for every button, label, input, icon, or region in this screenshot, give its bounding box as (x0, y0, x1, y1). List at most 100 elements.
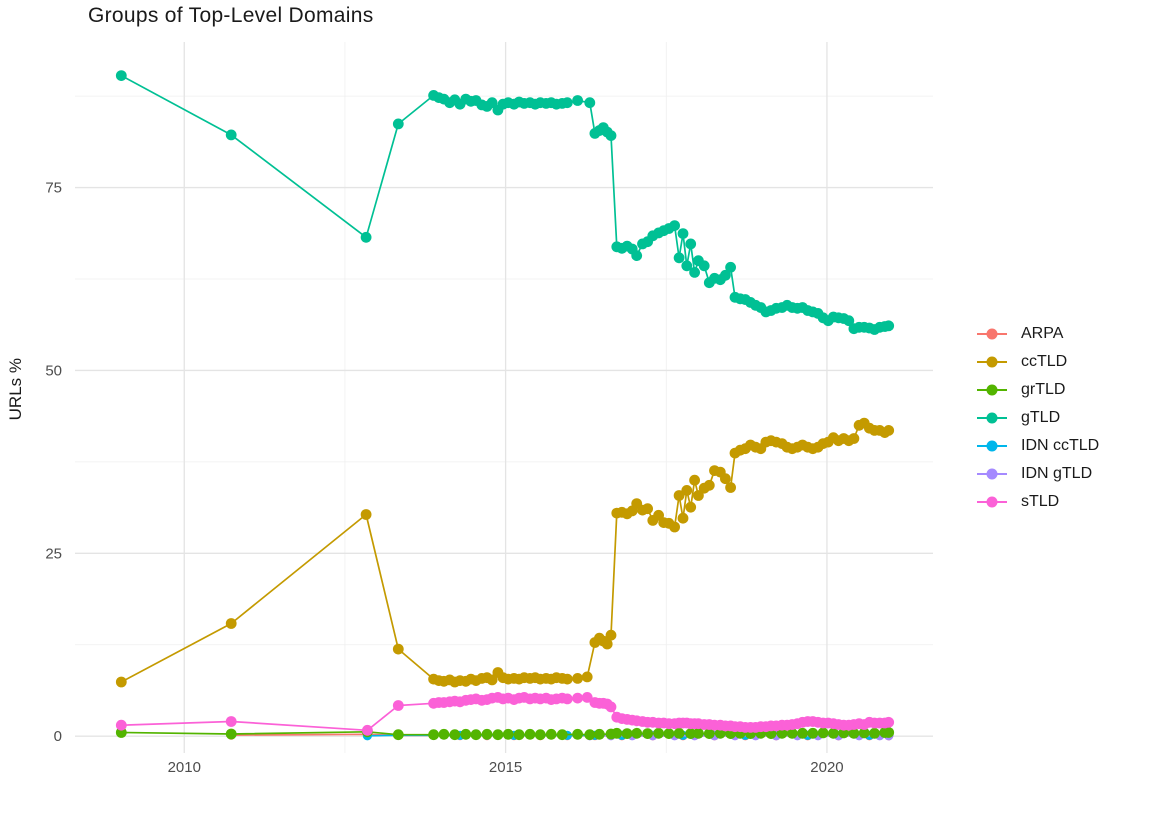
data-point (720, 269, 731, 281)
legend: ARPA ccTLD grTLD gTLD IDN ccTLD IDN gTLD sTLD (975, 325, 1099, 511)
data-point (584, 729, 596, 741)
data-point (225, 728, 237, 740)
data-point (428, 729, 439, 741)
data-point (360, 231, 372, 243)
data-point (786, 727, 798, 739)
data-point (869, 727, 880, 739)
data-point (572, 728, 583, 740)
data-point (685, 501, 697, 513)
data-point (883, 320, 895, 332)
data-point (115, 676, 127, 688)
data-point (828, 727, 839, 739)
data-point (225, 716, 237, 727)
data-point (438, 728, 450, 740)
data-point (677, 512, 689, 524)
data-point (360, 509, 372, 520)
data-point (449, 729, 461, 741)
data-point (601, 638, 613, 650)
legend-label: ARPA (1021, 325, 1064, 342)
legend-label: gTLD (1021, 409, 1061, 426)
data-point (392, 643, 404, 655)
legend-key-icon (977, 496, 1007, 508)
data-point (681, 485, 693, 496)
data-point (460, 728, 472, 740)
legend-item-cctld: ccTLD (975, 353, 1099, 371)
legend-key-icon (977, 356, 1007, 368)
data-point (470, 729, 482, 741)
data-point (572, 95, 583, 106)
data-point (689, 267, 700, 278)
data-point (362, 724, 373, 736)
data-point (883, 716, 895, 728)
data-point (703, 728, 715, 739)
data-point (392, 729, 404, 741)
chart-title: Groups of Top-Level Domains (88, 4, 374, 27)
data-point (481, 728, 493, 740)
legend-item-stld: sTLD (975, 493, 1099, 511)
data-point (669, 220, 680, 232)
data-point (115, 719, 127, 731)
data-point (673, 252, 685, 264)
data-point (561, 693, 573, 705)
legend-key-icon (977, 412, 1007, 424)
data-point (797, 727, 808, 739)
data-point (685, 238, 697, 250)
data-point (581, 671, 593, 683)
data-point (689, 474, 700, 486)
legend-key-icon (977, 468, 1007, 480)
data-point (673, 727, 685, 739)
data-point (561, 673, 573, 685)
data-point (653, 727, 664, 739)
data-point (605, 130, 617, 142)
data-point (486, 97, 498, 109)
x-tick-label: 2020 (810, 759, 843, 776)
data-point (561, 97, 573, 109)
data-point (642, 503, 653, 515)
data-point (605, 629, 617, 641)
data-point (843, 315, 855, 327)
series-stld (115, 692, 895, 736)
data-point (681, 260, 693, 272)
data-point (883, 727, 895, 738)
data-point (631, 250, 643, 261)
data-point (631, 727, 643, 739)
data-point (642, 728, 653, 739)
data-point (703, 479, 715, 491)
data-point (486, 674, 498, 686)
data-point (392, 118, 404, 130)
legend-label: grTLD (1021, 381, 1066, 398)
data-point (545, 728, 557, 740)
data-point (611, 727, 623, 739)
data-point (848, 433, 860, 444)
legend-label: sTLD (1021, 493, 1060, 510)
data-point (513, 729, 525, 741)
data-point (524, 728, 536, 740)
data-point (492, 729, 504, 741)
data-point (534, 729, 546, 741)
data-point (807, 727, 819, 739)
data-point (776, 727, 788, 739)
y-tick-label: 50 (45, 362, 62, 379)
data-point (392, 700, 404, 711)
data-point (720, 473, 731, 485)
legend-item-grtld: grTLD (975, 381, 1099, 399)
y-tick-label: 0 (54, 728, 62, 745)
legend-key-icon (977, 328, 1007, 340)
data-point (669, 521, 680, 533)
legend-label: IDN gTLD (1021, 465, 1093, 482)
legend-item-idn-cctld: IDN ccTLD (975, 437, 1099, 455)
data-point (693, 727, 704, 739)
data-point (883, 425, 895, 436)
legend-item-gtld: gTLD (975, 409, 1099, 427)
legend-label: IDN ccTLD (1021, 437, 1100, 454)
data-point (115, 70, 127, 81)
x-tick-label: 2015 (489, 759, 522, 776)
data-point (725, 261, 736, 273)
data-point (698, 260, 710, 272)
data-point (556, 729, 568, 741)
data-point (502, 728, 514, 740)
y-tick-label: 25 (45, 545, 62, 562)
legend-key-icon (977, 384, 1007, 396)
data-point (673, 490, 685, 501)
data-point (225, 129, 237, 141)
